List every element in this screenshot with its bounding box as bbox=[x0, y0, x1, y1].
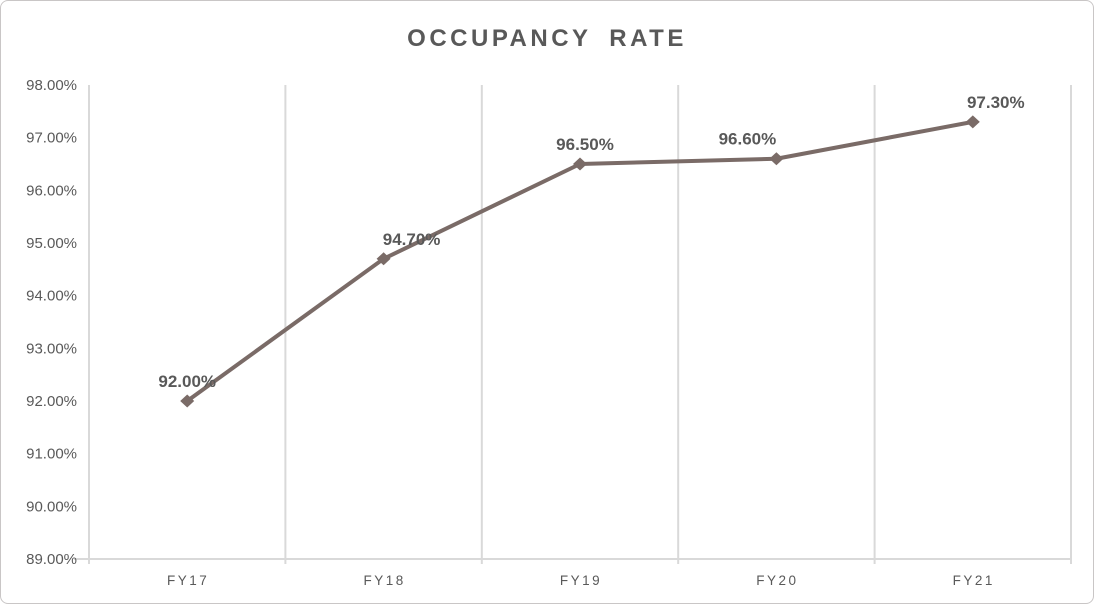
x-axis-tick-label: FY19 bbox=[560, 573, 602, 588]
y-axis-tick-label: 97.00% bbox=[26, 130, 77, 147]
data-label: 92.00% bbox=[158, 372, 216, 391]
y-axis-tick-label: 95.00% bbox=[26, 235, 77, 252]
x-axis-tick-label: FY18 bbox=[363, 573, 405, 588]
data-point-marker bbox=[376, 252, 391, 266]
y-axis-tick-label: 98.00% bbox=[26, 77, 77, 94]
data-point-marker bbox=[965, 115, 980, 129]
data-label: 96.50% bbox=[556, 135, 614, 154]
chart-title: OCCUPANCY RATE bbox=[407, 25, 687, 52]
y-axis-tick-label: 93.00% bbox=[26, 340, 77, 357]
data-point-marker bbox=[769, 152, 784, 166]
y-axis-tick-label: 92.00% bbox=[26, 393, 77, 410]
data-point-marker bbox=[180, 394, 195, 408]
x-axis-tick-label: FY17 bbox=[167, 573, 209, 588]
data-label: 94.70% bbox=[383, 230, 441, 249]
y-axis-tick-label: 96.00% bbox=[26, 182, 77, 199]
y-axis-tick-label: 90.00% bbox=[26, 498, 77, 515]
x-axis-tick-label: FY20 bbox=[756, 573, 798, 588]
y-axis-tick-label: 89.00% bbox=[26, 551, 77, 568]
y-axis-tick-label: 94.00% bbox=[26, 288, 77, 305]
y-axis-tick-label: 91.00% bbox=[26, 446, 77, 463]
x-axis-tick-label: FY21 bbox=[953, 573, 995, 588]
data-label: 96.60% bbox=[719, 130, 777, 149]
data-point-marker bbox=[573, 157, 587, 171]
data-label: 97.30% bbox=[967, 93, 1025, 112]
